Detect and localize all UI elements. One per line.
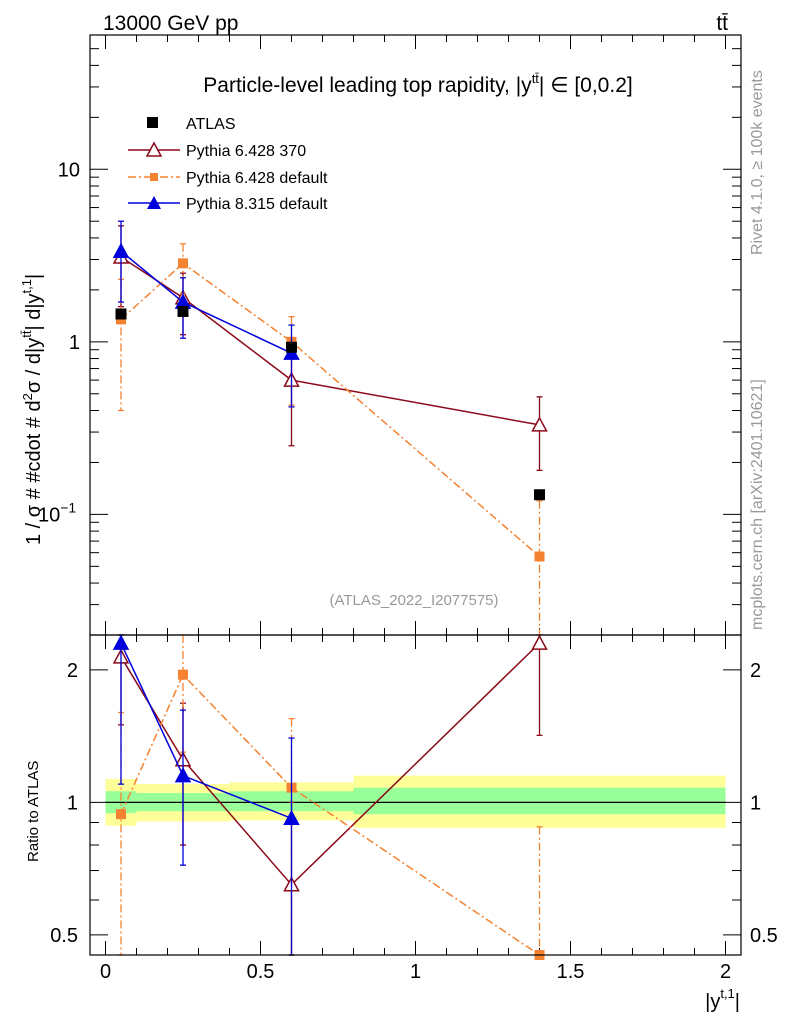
ratio-point-pythia-6-428-370 bbox=[531, 634, 548, 650]
title-tail: | ∈ [0,0.2] bbox=[539, 74, 633, 97]
chart-title: Particle-level leading top rapidity, |yt… bbox=[203, 71, 632, 97]
point-pythia-6-428-370 bbox=[531, 416, 548, 432]
ratio-y-tick-label-right: 0.5 bbox=[750, 925, 778, 947]
ratio-data-layer bbox=[112, 634, 548, 960]
legend: ATLAS Pythia 6.428 370 Pythia 6.428 defa… bbox=[128, 116, 328, 213]
ylabel-sup-t1: t,1 bbox=[19, 279, 34, 293]
main-y-tick-exponent: −1 bbox=[60, 499, 76, 515]
mcplots-source-label: mcplots.cern.ch [arXiv:2401.10621] bbox=[749, 379, 766, 630]
legend-label-pythia8-default: Pythia 8.315 default bbox=[186, 196, 328, 213]
ratio-line-pythia-6-428-default bbox=[120, 673, 540, 956]
rivet-version-label: Rivet 4.1.0, ≥ 100k events bbox=[749, 70, 766, 255]
legend-marker-pythia6-370 bbox=[145, 141, 163, 157]
point-pythia-6-428-default bbox=[534, 551, 545, 562]
legend-marker-pythia6-default bbox=[150, 173, 158, 181]
ratio-axis-ticks: 0.5 0.5 1 1 2 2 bbox=[50, 635, 778, 955]
main-y-tick-label: 10−1 bbox=[38, 499, 76, 526]
point-pythia-6-428-default bbox=[178, 258, 188, 269]
legend-label-atlas: ATLAS bbox=[186, 116, 236, 133]
x-tick-label: 2 bbox=[720, 961, 731, 983]
xlabel-tail: | bbox=[735, 991, 740, 1013]
xlabel-main: |y bbox=[705, 991, 720, 1013]
ylabel-main: 1 / σ # #cdot # d bbox=[23, 400, 45, 545]
ylabel-mid2: | d|y bbox=[23, 293, 45, 330]
ratio-y-tick-label-left: 1 bbox=[67, 792, 78, 814]
x-axis-label: |yt,1| bbox=[705, 986, 740, 1013]
legend-marker-pythia8-default bbox=[147, 196, 161, 209]
ylabel-sup-tt: tt̄ bbox=[19, 330, 34, 338]
x-tick-label: 0.5 bbox=[247, 961, 275, 983]
x-tick-label: 1.5 bbox=[557, 961, 585, 983]
main-y-tick-label: 10 bbox=[58, 159, 80, 181]
ratio-y-tick-label-right: 2 bbox=[750, 660, 761, 682]
main-y-tick-base: 10 bbox=[58, 159, 80, 181]
ratio-uncertainty-bands bbox=[105, 775, 726, 828]
ratio-y-tick-label-right: 1 bbox=[750, 792, 761, 814]
ratio-frame bbox=[89, 634, 742, 956]
main-y-tick-base: 10 bbox=[38, 504, 60, 526]
ylabel-sup-2: 2 bbox=[20, 393, 35, 400]
process-label: tt̄ bbox=[716, 12, 728, 35]
ylabel-end: | bbox=[23, 274, 45, 279]
ratio-y-tick-label-left: 0.5 bbox=[50, 925, 78, 947]
point-pythia-8-315-default bbox=[112, 242, 130, 258]
analysis-id: (ATLAS_2022_I2077575) bbox=[329, 592, 498, 609]
main-data-layer bbox=[112, 220, 548, 635]
legend-label-pythia6-370: Pythia 6.428 370 bbox=[186, 143, 306, 160]
ratio-y-axis-label: Ratio to ATLAS bbox=[25, 761, 42, 862]
ratio-panel: 0.5 0.5 1 1 2 2 Ratio to ATLAS bbox=[25, 634, 778, 960]
main-y-axis-label: 1 / σ # #cdot # d2σ / d|ytt̄| d|yt,1| bbox=[19, 274, 45, 545]
legend-marker-atlas bbox=[147, 117, 158, 128]
point-atlas bbox=[286, 341, 297, 353]
series-line-pythia-8-315-default bbox=[120, 250, 292, 354]
series-line-pythia-6-428-default bbox=[120, 262, 540, 558]
point-atlas bbox=[177, 305, 189, 317]
x-tick-label: 1 bbox=[410, 961, 421, 983]
ratio-y-tick-label-left: 2 bbox=[67, 660, 78, 682]
title-sup: tt̄ bbox=[532, 71, 540, 86]
ratio-point-pythia-8-315-default bbox=[283, 809, 300, 826]
x-axis-tick-labels: 0 0.5 1 1.5 2 bbox=[100, 961, 731, 983]
point-atlas bbox=[534, 489, 545, 501]
x-tick-label: 0 bbox=[100, 961, 111, 983]
ratio-point-pythia-8-315-default bbox=[174, 767, 192, 783]
legend-label-pythia6-default: Pythia 6.428 default bbox=[186, 170, 328, 187]
ratio-point-pythia-6-428-default bbox=[178, 669, 188, 680]
xlabel-sup: t,1 bbox=[720, 986, 734, 1001]
main-y-tick-base: 1 bbox=[69, 332, 80, 354]
title-main: Particle-level leading top rapidity, |y bbox=[203, 74, 532, 97]
point-atlas bbox=[115, 308, 127, 320]
ratio-point-pythia-8-315-default bbox=[112, 634, 130, 650]
ratio-band-inner bbox=[353, 787, 726, 815]
ylabel-mid: σ / d|y bbox=[23, 338, 45, 393]
ratio-point-pythia-6-428-default bbox=[116, 809, 126, 820]
main-y-tick-label: 1 bbox=[69, 332, 80, 354]
energy-label: 13000 GeV pp bbox=[103, 12, 238, 35]
series-line-pythia-6-428-370 bbox=[120, 256, 540, 426]
